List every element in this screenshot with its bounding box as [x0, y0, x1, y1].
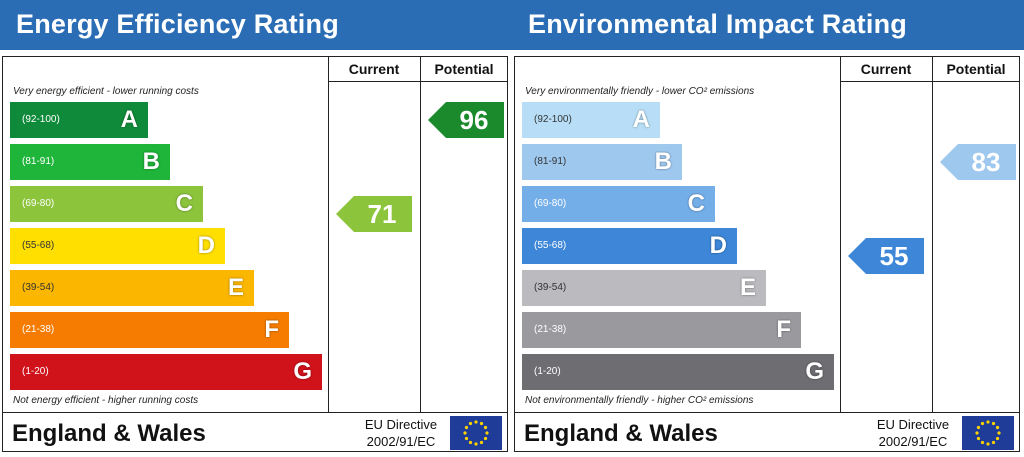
band-letter: C: [175, 190, 193, 217]
band-range-label: (39-54): [22, 282, 55, 293]
rating-band-g: (1-20) G: [522, 354, 834, 390]
chart-title: Energy Efficiency Rating: [16, 9, 339, 39]
current-rating-pointer-value: 55: [879, 241, 909, 271]
rating-band-e: (39-54) E: [522, 270, 766, 306]
current-column-header: Current: [860, 61, 912, 77]
band-range-label: (92-100): [22, 114, 60, 125]
band-range-label: (55-68): [22, 240, 55, 251]
current-rating-pointer-arrow-shape: [848, 238, 924, 274]
rating-table: Current Potential: [514, 56, 1020, 452]
rating-band-c: (69-80) C: [10, 186, 203, 222]
directive-line-2: 2002/91/EC: [366, 434, 436, 449]
band-letter: A: [632, 106, 650, 133]
eu-flag-icon: [962, 416, 1014, 450]
top-note: Very environmentally friendly - lower CO…: [525, 86, 755, 97]
eu-flag-icon: [450, 416, 502, 450]
eu-stars-icon: [463, 420, 489, 446]
environmental-impact-panel: Environmental Impact Rating Current Potent…: [512, 0, 1024, 457]
eu-directive-label: EU Directive 2002/91/EC: [356, 416, 446, 450]
band-range-label: (81-91): [534, 156, 567, 167]
band-range-label: (81-91): [22, 156, 55, 167]
top-note: Very energy efficient - lower running co…: [13, 86, 199, 97]
band-letter: B: [654, 148, 672, 175]
band-letter: G: [293, 358, 312, 385]
eu-stars-icon: [975, 420, 1001, 446]
potential-column-header: Potential: [434, 61, 494, 77]
rating-band-b: (81-91) B: [522, 144, 682, 180]
band-range-label: (69-80): [22, 198, 55, 209]
rating-band-a: (92-100) A: [10, 102, 148, 138]
band-letter: C: [687, 190, 705, 217]
current-rating-pointer: 55: [848, 238, 924, 274]
rating-band-b: (81-91) B: [10, 144, 170, 180]
potential-column-header: Potential: [946, 61, 1006, 77]
band-range-label: (1-20): [22, 366, 49, 377]
title-bar: Energy Efficiency Rating: [0, 0, 512, 50]
band-range-label: (21-38): [22, 324, 55, 335]
directive-line-1: EU Directive: [364, 417, 438, 432]
potential-rating-pointer-value: 83: [971, 147, 1001, 177]
potential-rating-pointer: 96: [428, 102, 504, 138]
directive-line-2: 2002/91/EC: [878, 434, 948, 449]
chart-title: Environmental Impact Rating: [528, 9, 907, 39]
potential-column-divider: [932, 57, 933, 412]
rating-band-d: (55-68) D: [10, 228, 225, 264]
band-range-label: (92-100): [534, 114, 572, 125]
band-range-label: (69-80): [534, 198, 567, 209]
potential-column-divider: [420, 57, 421, 412]
current-rating-pointer-value: 71: [367, 199, 397, 229]
band-letter: D: [197, 232, 215, 259]
rating-band-e: (39-54) E: [10, 270, 254, 306]
band-range-label: (1-20): [534, 366, 561, 377]
rating-band-g: (1-20) G: [10, 354, 322, 390]
current-rating-pointer: 71: [336, 196, 412, 232]
title-bar: Environmental Impact Rating: [512, 0, 1024, 50]
band-letter: F: [264, 316, 279, 343]
band-letter: E: [227, 274, 244, 301]
band-letter: F: [776, 316, 791, 343]
bottom-note: Not energy efficient - higher running co…: [13, 395, 199, 406]
region-label: England & Wales: [12, 420, 206, 447]
bottom-note: Not environmentally friendly - higher CO…: [525, 395, 754, 406]
rating-band-a: (92-100) A: [522, 102, 660, 138]
current-rating-pointer-arrow-shape: [336, 196, 412, 232]
energy-efficiency-panel: Energy Efficiency Rating Current Potential…: [0, 0, 512, 452]
band-range-label: (21-38): [534, 324, 567, 335]
rating-band-c: (69-80) C: [522, 186, 715, 222]
rating-table: Current Potential: [2, 56, 508, 452]
potential-rating-pointer-value: 96: [459, 105, 489, 135]
eu-directive-label: EU Directive 2002/91/EC: [868, 416, 958, 450]
header-row-divider: [840, 81, 1019, 82]
header-row-divider: [328, 81, 507, 82]
band-letter: E: [739, 274, 756, 301]
rating-band-f: (21-38) F: [10, 312, 289, 348]
potential-rating-pointer: 83: [940, 144, 1016, 180]
band-range-label: (55-68): [534, 240, 567, 251]
band-letter: G: [805, 358, 824, 385]
current-column-divider: [840, 57, 841, 412]
rating-band-d: (55-68) D: [522, 228, 737, 264]
directive-line-1: EU Directive: [876, 417, 950, 432]
potential-rating-pointer-arrow-shape: [940, 144, 1016, 180]
band-letter: D: [709, 232, 727, 259]
footer-row-divider: [515, 412, 1019, 413]
current-column-divider: [328, 57, 329, 412]
current-column-header: Current: [348, 61, 400, 77]
rating-band-f: (21-38) F: [522, 312, 801, 348]
band-range-label: (39-54): [534, 282, 567, 293]
band-letter: A: [120, 106, 138, 133]
band-letter: B: [142, 148, 160, 175]
region-label: England & Wales: [524, 420, 718, 447]
footer-row-divider: [3, 412, 507, 413]
potential-rating-pointer-arrow-shape: [428, 102, 504, 138]
